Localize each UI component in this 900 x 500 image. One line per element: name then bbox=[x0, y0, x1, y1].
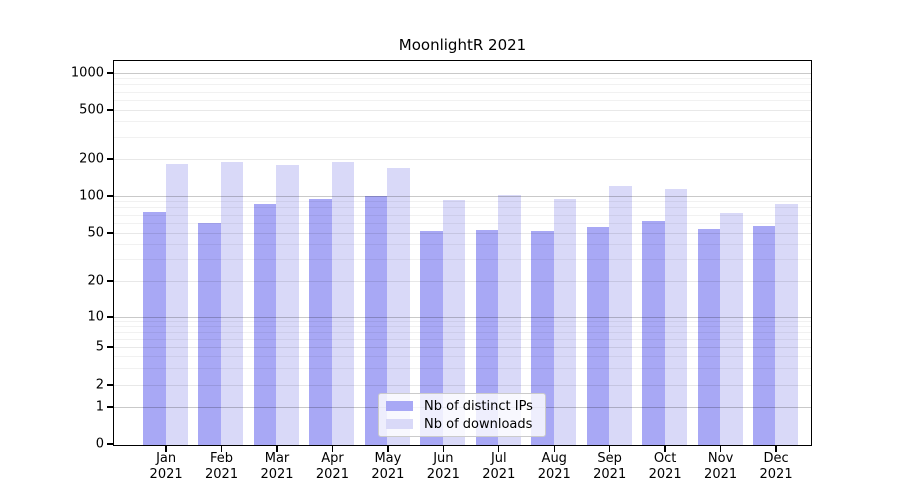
bar-mar-downloads bbox=[276, 164, 299, 445]
x-tick-mark bbox=[553, 446, 555, 452]
x-tick-label-nov: Nov 2021 bbox=[704, 451, 738, 482]
x-tick-mark bbox=[165, 446, 167, 452]
x-tick-label-aug: Aug 2021 bbox=[537, 451, 571, 482]
bar-may-downloads bbox=[387, 167, 410, 445]
y-tick-mark bbox=[107, 109, 113, 111]
y-tick-mark bbox=[107, 443, 113, 445]
x-tick-mark bbox=[498, 446, 500, 452]
x-tick-mark bbox=[664, 446, 666, 452]
x-tick-mark bbox=[387, 446, 389, 452]
x-tick-mark bbox=[276, 446, 278, 452]
bar-may-ips bbox=[364, 196, 388, 445]
bar-nov-ips bbox=[697, 228, 720, 445]
y-tick-label: 50 bbox=[87, 225, 104, 241]
y-tick-label: 1 bbox=[95, 399, 104, 415]
x-tick-label-dec: Dec 2021 bbox=[759, 451, 793, 482]
x-tick-mark bbox=[775, 446, 777, 452]
bar-mar-ips bbox=[253, 204, 277, 445]
x-tick-mark bbox=[220, 446, 223, 452]
y-tick-mark bbox=[107, 195, 113, 197]
plot-area bbox=[112, 60, 812, 446]
bar-apr-downloads bbox=[331, 161, 355, 445]
legend-entry-distinct-ips: Nb of distinct IPs bbox=[386, 399, 538, 414]
bar-aug-ips bbox=[531, 230, 554, 445]
x-tick-mark bbox=[609, 446, 611, 452]
bar-sep-ips bbox=[586, 226, 610, 445]
x-tick-label-feb: Feb 2021 bbox=[205, 451, 239, 482]
bar-jun-ips bbox=[420, 230, 443, 445]
legend-entry-downloads: Nb of downloads bbox=[386, 417, 538, 432]
y-tick-mark bbox=[107, 232, 113, 234]
x-tick-label-jun: Jun 2021 bbox=[426, 451, 460, 482]
x-tick-label-may: May 2021 bbox=[371, 451, 405, 482]
bar-nov-downloads bbox=[720, 212, 743, 445]
y-tick-mark bbox=[107, 346, 113, 348]
x-tick-label-jan: Jan 2021 bbox=[149, 451, 183, 482]
y-tick-mark bbox=[107, 280, 113, 282]
x-tick-label-sep: Sep 2021 bbox=[593, 451, 627, 482]
x-tick-label-apr: Apr 2021 bbox=[315, 451, 349, 482]
y-tick-mark bbox=[107, 384, 113, 386]
bar-jan-ips bbox=[143, 212, 166, 445]
y-tick-mark bbox=[107, 316, 113, 318]
bar-dec-downloads bbox=[775, 203, 798, 445]
bar-apr-ips bbox=[309, 199, 332, 445]
x-tick-mark bbox=[442, 446, 445, 452]
y-tick-mark bbox=[107, 158, 113, 160]
y-tick-label: 2 bbox=[95, 377, 104, 393]
y-tick-label: 5 bbox=[95, 339, 104, 355]
y-tick-label: 0 bbox=[95, 436, 104, 452]
bar-sep-downloads bbox=[609, 185, 632, 445]
bar-jun-downloads bbox=[442, 200, 466, 445]
x-tick-mark bbox=[719, 446, 722, 452]
y-tick-mark bbox=[107, 406, 113, 408]
x-tick-mark bbox=[331, 446, 334, 452]
legend-label-downloads: Nb of downloads bbox=[424, 416, 533, 432]
x-tick-label-jul: Jul 2021 bbox=[482, 451, 516, 482]
y-tick-label: 10 bbox=[87, 309, 104, 325]
legend: Nb of distinct IPs Nb of downloads bbox=[378, 393, 546, 437]
bar-oct-ips bbox=[642, 221, 665, 445]
bar-aug-downloads bbox=[553, 199, 577, 445]
x-tick-label-oct: Oct 2021 bbox=[648, 451, 682, 482]
y-tick-label: 20 bbox=[87, 273, 104, 289]
legend-swatch-distinct-ips bbox=[386, 401, 413, 411]
bar-feb-downloads bbox=[220, 161, 244, 445]
legend-swatch-downloads bbox=[386, 419, 413, 429]
y-tick-label: 200 bbox=[79, 151, 104, 167]
y-tick-mark bbox=[107, 72, 113, 74]
y-tick-label: 100 bbox=[79, 188, 104, 204]
legend-label-distinct-ips: Nb of distinct IPs bbox=[424, 398, 533, 414]
y-tick-label: 500 bbox=[79, 102, 104, 118]
bar-oct-downloads bbox=[664, 188, 688, 445]
x-tick-label-mar: Mar 2021 bbox=[260, 451, 294, 482]
bar-dec-ips bbox=[752, 225, 776, 445]
bar-jul-ips bbox=[475, 229, 499, 445]
bar-feb-ips bbox=[198, 223, 221, 445]
chart-title: MoonlightR 2021 bbox=[398, 36, 527, 54]
bar-jul-downloads bbox=[498, 194, 521, 445]
bar-jan-downloads bbox=[165, 163, 188, 445]
bars-layer bbox=[114, 61, 811, 445]
y-tick-label: 1000 bbox=[70, 65, 104, 81]
